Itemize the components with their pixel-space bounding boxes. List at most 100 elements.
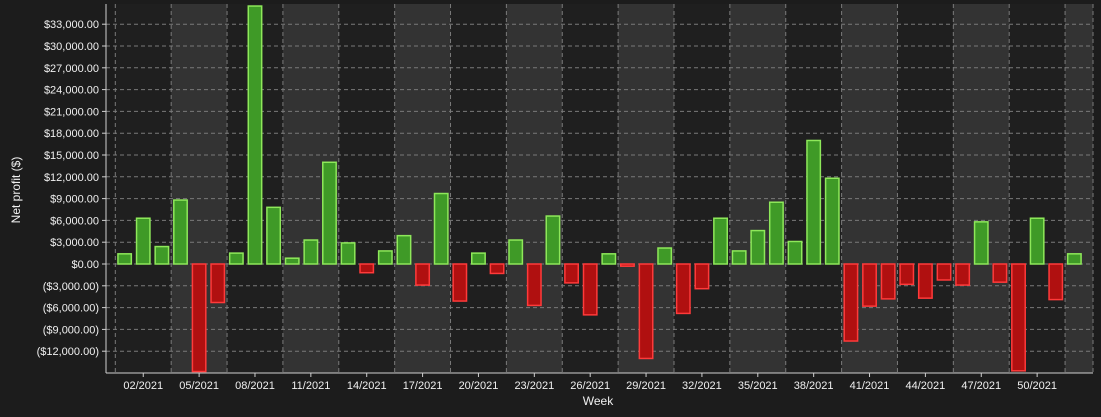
bar	[750, 229, 766, 265]
bar	[303, 239, 319, 265]
bar	[787, 240, 803, 265]
week-band	[394, 4, 451, 373]
bar	[228, 252, 244, 265]
bar	[415, 263, 431, 286]
y-tick-label: $27,000.00	[44, 63, 99, 75]
week-band	[506, 4, 563, 373]
y-tick-label: $9,000.00	[50, 194, 99, 206]
y-tick-label: ($9,000.00)	[43, 324, 99, 336]
bar	[433, 192, 449, 265]
bar	[526, 263, 542, 307]
bar	[1066, 253, 1082, 265]
alternating-week-bands	[115, 4, 1093, 373]
week-band	[338, 4, 395, 373]
week-band	[450, 4, 507, 373]
x-tick-label: 32/2021	[682, 380, 722, 392]
x-tick-label: 20/2021	[459, 380, 499, 392]
y-tick-label: $0.00	[71, 259, 99, 271]
bar	[973, 221, 989, 265]
bar	[340, 242, 356, 265]
y-tick-label: $12,000.00	[44, 172, 99, 184]
y-tick-label: $15,000.00	[44, 150, 99, 162]
bar	[619, 263, 635, 267]
x-tick-label: 08/2021	[235, 380, 275, 392]
bar	[731, 250, 747, 265]
bar	[191, 263, 207, 373]
x-tick-label: 50/2021	[1017, 380, 1057, 392]
x-tick-label: 47/2021	[961, 380, 1001, 392]
week-band	[897, 4, 954, 373]
bar	[601, 253, 617, 265]
y-axis-title: Net profit ($)	[9, 157, 23, 224]
y-tick-label: $3,000.00	[50, 237, 99, 249]
x-axis-title: Week	[583, 394, 614, 408]
bar	[470, 252, 486, 265]
bar	[955, 263, 971, 286]
bar	[880, 263, 896, 300]
bar	[936, 263, 952, 281]
bar	[694, 263, 710, 290]
x-tick-label: 29/2021	[626, 380, 666, 392]
bar	[173, 199, 188, 265]
bar	[545, 215, 561, 265]
bar	[768, 201, 784, 265]
week-band	[673, 4, 730, 373]
week-band	[562, 4, 619, 373]
bar	[210, 263, 226, 304]
bar	[638, 263, 654, 360]
x-tick-label: 26/2021	[570, 380, 610, 392]
bar	[992, 263, 1008, 283]
y-axis-ticks: $33,000.00 $30,000.00 $27,000.00 $24,000.00…	[37, 19, 106, 358]
week-band	[1065, 4, 1093, 373]
y-tick-label: ($6,000.00)	[43, 303, 99, 315]
bar	[806, 139, 822, 265]
bar	[862, 263, 877, 307]
bar	[824, 177, 840, 265]
x-tick-label: 44/2021	[906, 380, 946, 392]
week-band	[729, 4, 786, 373]
bar	[154, 245, 170, 265]
bar	[284, 257, 300, 265]
bar	[582, 263, 598, 316]
bar	[843, 263, 859, 342]
y-tick-label: $30,000.00	[44, 41, 99, 53]
bar	[1029, 217, 1045, 265]
bar	[452, 263, 468, 302]
axes	[105, 4, 1093, 374]
x-tick-label: 14/2021	[347, 380, 387, 392]
bar	[917, 263, 933, 299]
x-tick-label: 02/2021	[123, 380, 163, 392]
bar	[322, 161, 337, 265]
y-tick-label: $18,000.00	[44, 128, 99, 140]
bar	[1011, 263, 1026, 372]
x-tick-label: 23/2021	[514, 380, 554, 392]
bar	[135, 217, 151, 265]
x-tick-label: 41/2021	[850, 380, 890, 392]
bar	[396, 234, 412, 265]
bar	[508, 239, 524, 265]
bar	[266, 206, 282, 265]
x-tick-label: 17/2021	[403, 380, 443, 392]
y-tick-label: ($12,000.00)	[37, 346, 99, 358]
bar	[564, 263, 580, 284]
x-tick-label: 35/2021	[738, 380, 778, 392]
bar	[377, 250, 393, 265]
bar	[675, 263, 691, 315]
bar	[899, 263, 915, 286]
week-band	[953, 4, 1010, 373]
x-tick-label: 05/2021	[179, 380, 219, 392]
bar	[359, 263, 375, 274]
y-tick-label: $33,000.00	[44, 19, 99, 31]
y-tick-label: $24,000.00	[44, 85, 99, 97]
bar	[117, 253, 133, 265]
bar	[489, 263, 505, 275]
y-tick-label: ($3,000.00)	[43, 281, 99, 293]
bar	[657, 247, 673, 265]
x-tick-label: 11/2021	[291, 380, 330, 392]
y-tick-label: $21,000.00	[44, 106, 99, 118]
bar-series	[117, 5, 1082, 373]
y-tick-label: $6,000.00	[50, 215, 99, 227]
week-band	[115, 4, 172, 373]
